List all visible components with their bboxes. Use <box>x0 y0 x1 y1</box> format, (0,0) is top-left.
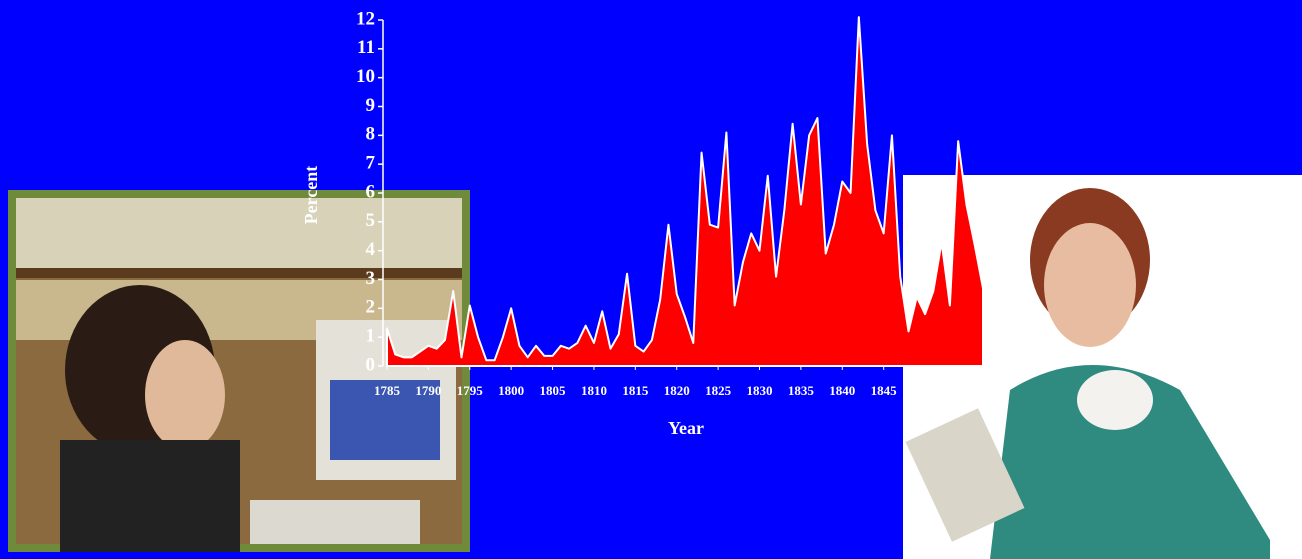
page: {"chart_data": {"type": "area", "x_label… <box>0 0 1302 559</box>
x-tick-label: 1805 <box>540 383 567 398</box>
y-tick-label: 12 <box>356 8 375 29</box>
x-tick-label: 1845 <box>871 383 898 398</box>
y-tick-label: 2 <box>366 297 376 318</box>
y-tick-label: 11 <box>357 37 375 58</box>
y-tick-label: 1 <box>366 326 376 347</box>
y-tick-label: 10 <box>356 66 375 87</box>
x-tick-label: 1840 <box>829 383 855 398</box>
y-tick-label: 6 <box>366 181 376 202</box>
area <box>387 17 983 366</box>
x-tick-label: 1820 <box>664 383 690 398</box>
y-tick-label: 0 <box>366 354 376 375</box>
screen: Year Percent 012345678910111217851790179… <box>0 0 1302 559</box>
x-tick-label: 1815 <box>622 383 649 398</box>
x-tick-label: 1810 <box>581 383 607 398</box>
y-tick-label: 8 <box>366 124 376 145</box>
y-tick-label: 5 <box>366 210 376 231</box>
x-tick-label: 1830 <box>747 383 773 398</box>
y-tick-label: 9 <box>366 95 376 116</box>
x-tick-label: 1790 <box>415 383 441 398</box>
y-axis-title: Percent <box>301 166 321 225</box>
y-tick-label: 3 <box>366 268 376 289</box>
x-tick-label: 1795 <box>457 383 484 398</box>
photo-library <box>8 190 470 552</box>
y-tick-label: 7 <box>366 153 376 174</box>
x-tick-label: 1800 <box>498 383 524 398</box>
x-tick-label: 1825 <box>705 383 732 398</box>
x-axis-title: Year <box>668 418 704 438</box>
y-tick-label: 4 <box>366 239 376 260</box>
x-tick-label: 1835 <box>788 383 815 398</box>
x-tick-label: 1785 <box>374 383 401 398</box>
